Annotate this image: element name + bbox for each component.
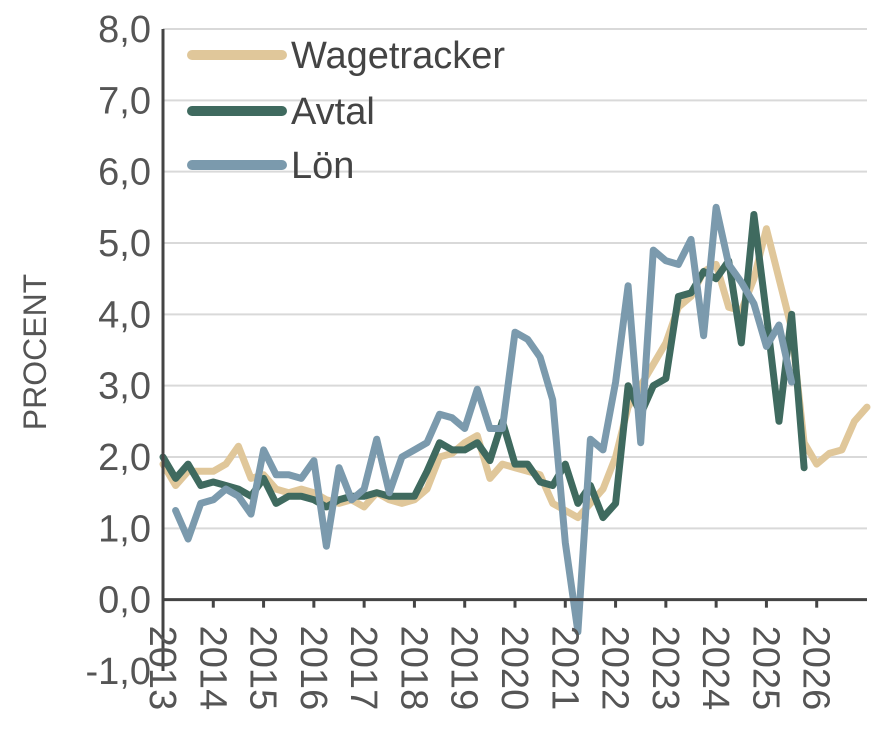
x-tick-label: 2020 <box>493 626 535 711</box>
y-tick-label: 3,0 <box>98 366 151 408</box>
series-lines <box>159 203 871 636</box>
y-tick-label: 4,0 <box>98 294 151 336</box>
y-tick-labels: -1,0 0,0 1,0 2,0 3,0 4,0 5,0 6,0 7,0 8,0 <box>86 9 151 693</box>
legend-label: Avtal <box>291 91 375 133</box>
y-tick-label: 7,0 <box>98 80 151 122</box>
x-tick-label: 2025 <box>744 626 786 711</box>
gridlines <box>163 28 867 530</box>
legend-label: Lön <box>291 145 354 187</box>
y-tick-label: -1,0 <box>86 651 151 693</box>
y-tick-label: 5,0 <box>98 223 151 265</box>
legend-label: Wagetracker <box>291 35 505 77</box>
y-tick-label: 8,0 <box>98 9 151 51</box>
y-tick-label: 1,0 <box>98 508 151 550</box>
x-tick-label: 2016 <box>292 626 334 711</box>
x-tick-label: 2023 <box>644 626 686 711</box>
x-tick-label: 2019 <box>443 626 485 711</box>
x-tick-label: 2015 <box>242 626 284 711</box>
x-tick-label: 2018 <box>392 626 434 711</box>
x-tick-label: 2026 <box>795 626 837 711</box>
legend: Wagetracker Avtal Lön <box>187 35 505 187</box>
x-tick-label: 2014 <box>191 626 233 711</box>
x-tick-label: 2021 <box>543 626 585 711</box>
y-tick-label: 0,0 <box>98 580 151 622</box>
x-tick-label: 2017 <box>342 626 384 711</box>
x-tick-labels: 2013 2014 2015 2016 2017 2018 2019 2020 2021 2022… <box>141 626 837 711</box>
x-tick-label: 2024 <box>694 626 736 711</box>
x-tick-marks <box>161 599 819 608</box>
series-line-l-n <box>172 203 796 636</box>
x-tick-label: 2013 <box>141 626 183 711</box>
x-tick-label: 2022 <box>594 626 636 711</box>
y-tick-label: 6,0 <box>98 152 151 194</box>
y-axis-label: PROCENT <box>17 274 53 430</box>
y-tick-label: 2,0 <box>98 437 151 479</box>
